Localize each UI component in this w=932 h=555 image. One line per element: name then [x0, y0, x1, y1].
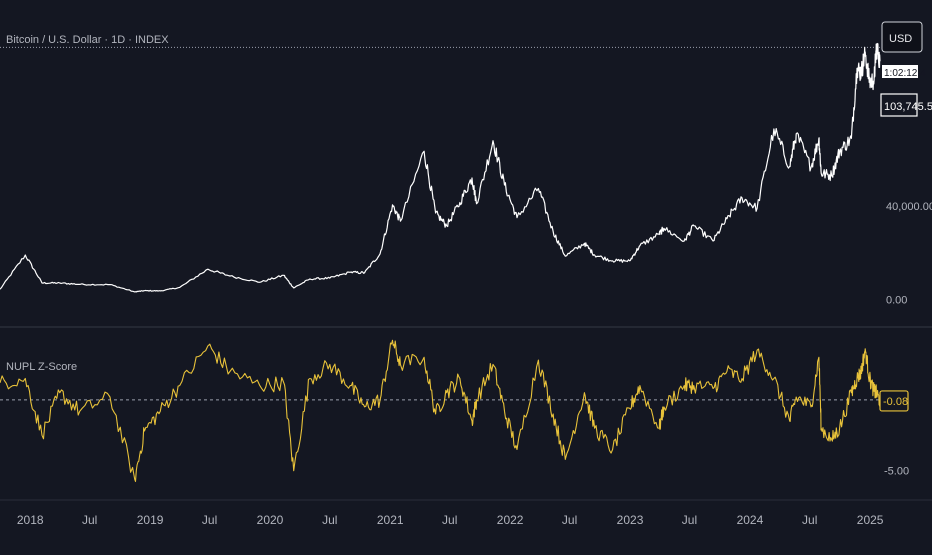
time-axis-tick: Jul	[322, 513, 337, 527]
time-axis-tick: 2018	[17, 513, 44, 527]
zscore-axis-tick: -5.00	[884, 466, 909, 478]
currency-button[interactable]: USD	[881, 21, 923, 53]
last-price-label-frame	[880, 93, 918, 117]
price-series-line	[0, 42, 881, 293]
last-value-label-frame	[879, 390, 909, 412]
price-axis-tick: 0.00	[886, 294, 907, 306]
time-axis-tick: Jul	[442, 513, 457, 527]
zscore-series-line	[0, 339, 881, 483]
time-axis-tick: 2020	[257, 513, 284, 527]
currency-label: USD	[889, 33, 912, 45]
time-axis-tick: Jul	[802, 513, 817, 527]
time-axis-tick: Jul	[682, 513, 697, 527]
partial-price-label-bg	[882, 65, 918, 78]
time-axis-tick: 2024	[737, 513, 764, 527]
price-pane[interactable]: Bitcoin / U.S. Dollar · 1D · INDEX 40,000…	[0, 21, 932, 306]
last-price-label: 103,745.56	[884, 101, 932, 113]
last-value-label: -0.08	[883, 396, 908, 408]
time-axis-tick: Jul	[562, 513, 577, 527]
indicator-title: NUPL Z-Score	[6, 361, 77, 373]
chart-title: Bitcoin / U.S. Dollar · 1D · INDEX	[6, 34, 169, 46]
zscore-pane[interactable]: NUPL Z-Score -5.00 -0.08	[0, 339, 909, 483]
time-axis-tick: 2022	[497, 513, 524, 527]
time-axis-tick: 2019	[137, 513, 164, 527]
time-axis-tick: 2025	[857, 513, 884, 527]
time-axis-tick: 2021	[377, 513, 404, 527]
currency-button-frame	[881, 21, 923, 53]
time-axis-tick: Jul	[82, 513, 97, 527]
price-axis-tick: 40,000.00	[886, 201, 932, 213]
time-axis-tick: 2023	[617, 513, 644, 527]
partial-price-label: 1:02:12.4	[884, 68, 926, 79]
time-axis-tick: Jul	[202, 513, 217, 527]
